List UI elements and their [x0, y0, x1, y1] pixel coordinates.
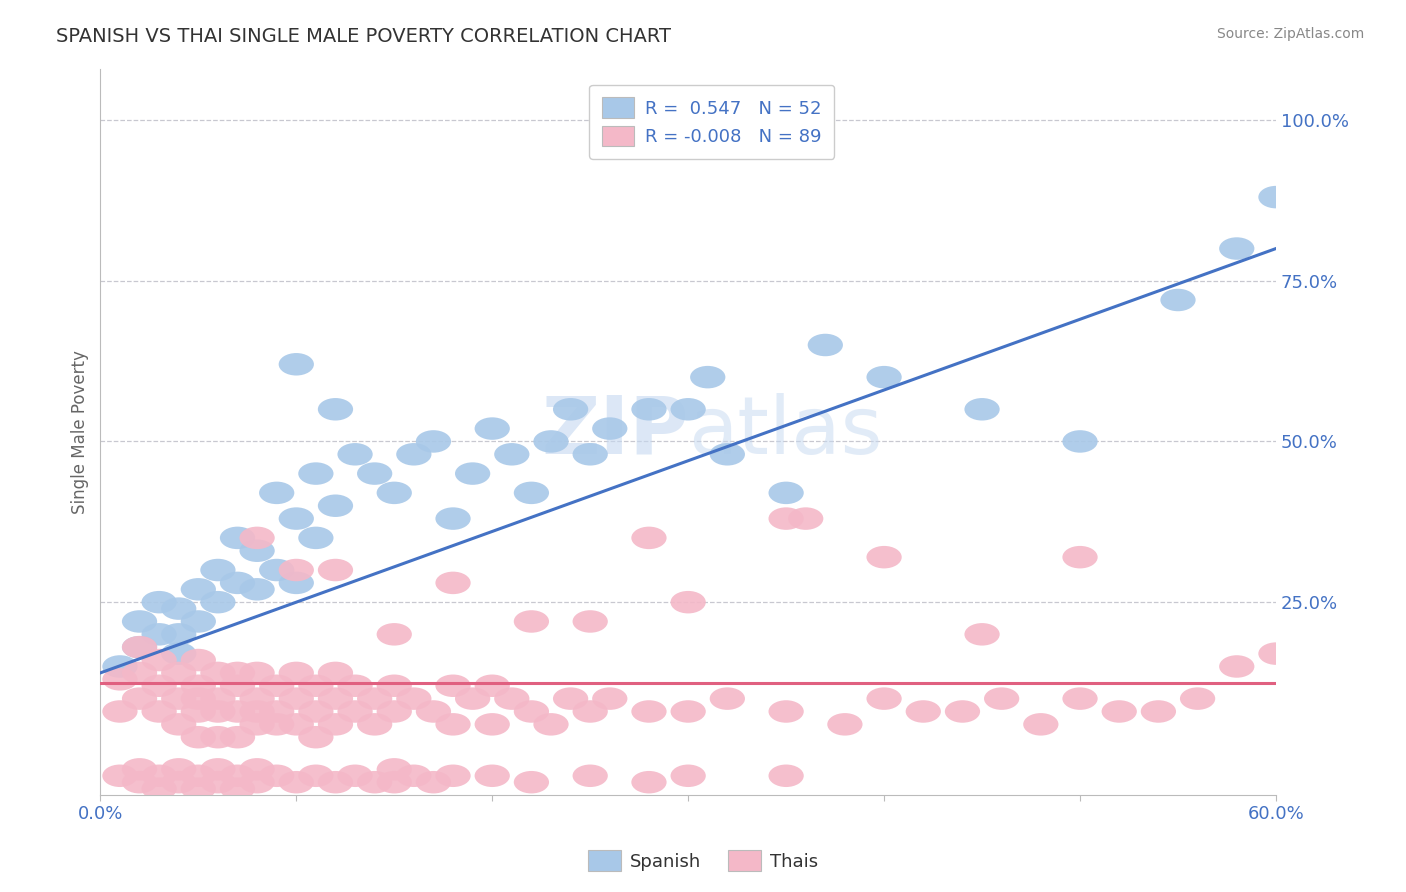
- Text: Source: ZipAtlas.com: Source: ZipAtlas.com: [1216, 27, 1364, 41]
- Text: SPANISH VS THAI SINGLE MALE POVERTY CORRELATION CHART: SPANISH VS THAI SINGLE MALE POVERTY CORR…: [56, 27, 671, 45]
- Legend: R =  0.547   N = 52, R = -0.008   N = 89: R = 0.547 N = 52, R = -0.008 N = 89: [589, 85, 834, 159]
- Text: ZIP: ZIP: [541, 392, 688, 471]
- Y-axis label: Single Male Poverty: Single Male Poverty: [72, 350, 89, 514]
- Text: atlas: atlas: [688, 392, 883, 471]
- Legend: Spanish, Thais: Spanish, Thais: [581, 843, 825, 879]
